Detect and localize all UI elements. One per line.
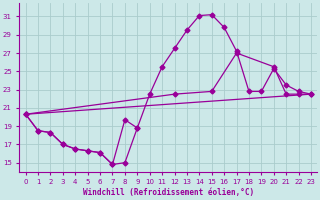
X-axis label: Windchill (Refroidissement éolien,°C): Windchill (Refroidissement éolien,°C) [83,188,254,197]
